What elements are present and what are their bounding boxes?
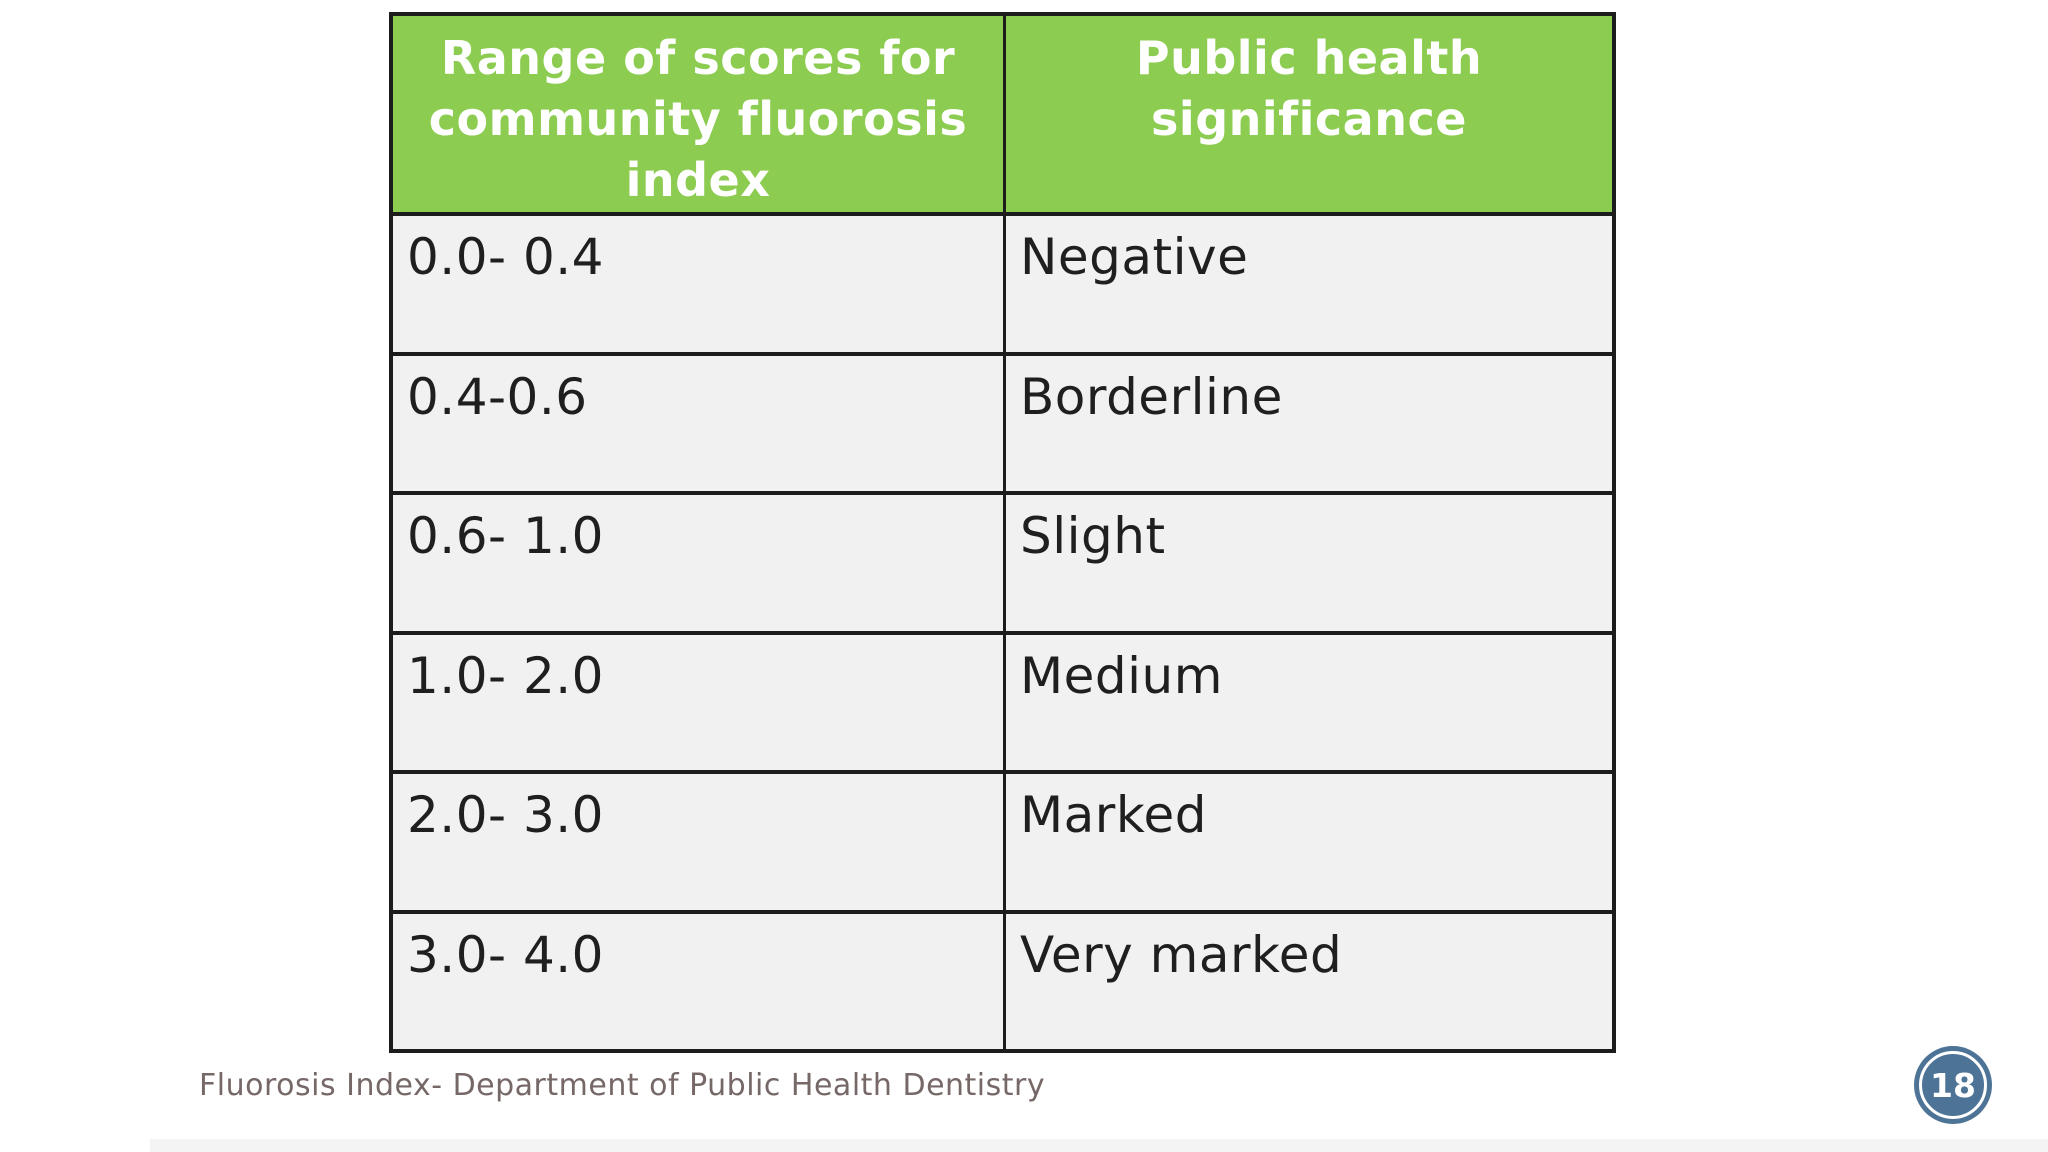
range-cell: 0.4-0.6 [393,355,1006,491]
fluorosis-index-table: Range of scores for community fluorosis … [389,12,1616,1053]
badge-ring: 18 [1919,1051,1987,1119]
page-number-badge: 18 [1914,1046,1992,1124]
range-cell: 1.0- 2.0 [393,634,1006,770]
header-cell-public-health-significance: Public health significance [1135,31,1483,147]
table-row: 0.4-0.6 Borderline [393,351,1612,491]
significance-cell: Very marked [1020,925,1343,984]
header-cell-range-of-scores: Range of scores for community fluorosis … [393,16,1006,212]
significance-cell: Negative [1020,228,1249,286]
table-row: 2.0- 3.0 Marked [393,770,1612,910]
range-cell: 0.6- 1.0 [393,495,1006,631]
table-row: 1.0- 2.0 Medium [393,630,1612,770]
significance-cell: Slight [1020,507,1166,565]
slide-edge-strip [150,1139,2048,1152]
page-number: 18 [1930,1065,1976,1105]
table-row: 0.0- 0.4 Negative [393,212,1612,352]
table-header-row: Range of scores for community fluorosis … [393,16,1612,212]
table-row: 3.0- 4.0 Very marked [393,909,1612,1049]
range-cell: 3.0- 4.0 [393,913,1006,1049]
range-cell: 0.0- 0.4 [393,216,1006,352]
significance-cell: Marked [1020,786,1208,844]
significance-cell: Medium [1020,646,1223,705]
significance-cell: Borderline [1020,367,1283,426]
table-row: 0.6- 1.0 Slight [393,491,1612,631]
range-cell: 2.0- 3.0 [393,774,1006,910]
footer-caption: Fluorosis Index- Department of Public He… [199,1068,1046,1103]
